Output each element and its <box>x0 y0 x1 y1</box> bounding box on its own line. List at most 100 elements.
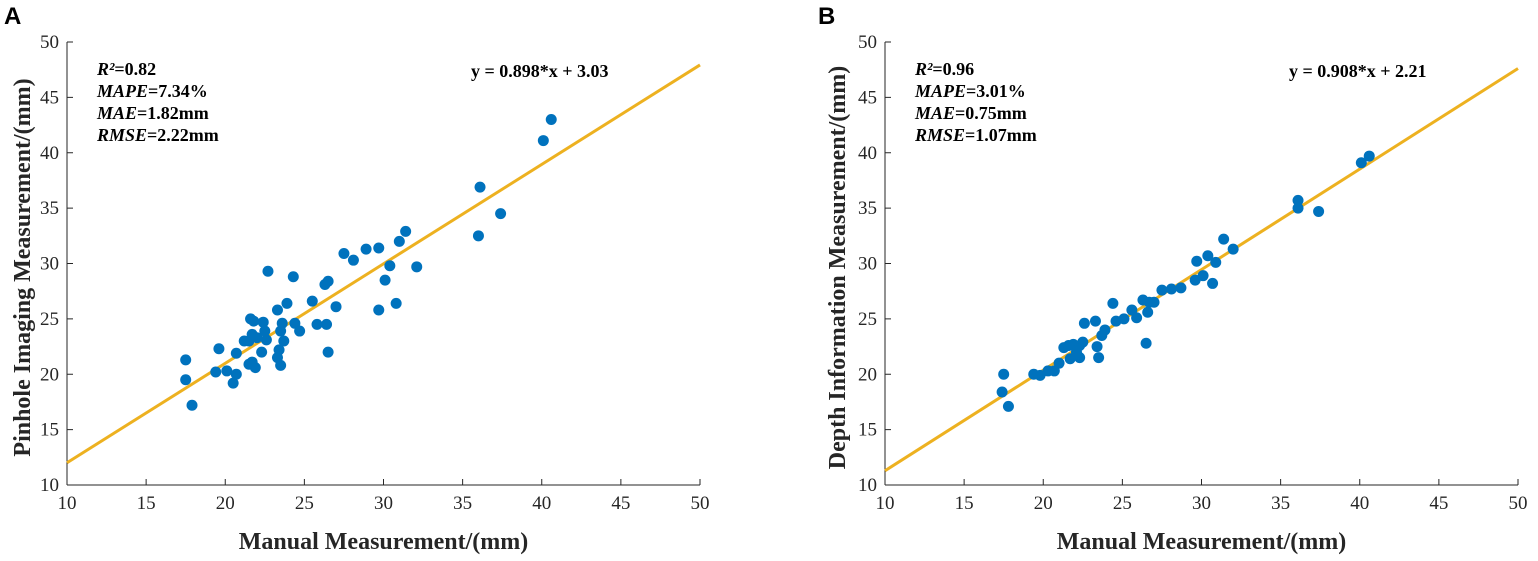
stat-3: RMSE=1.07mm <box>914 125 1037 145</box>
data-point <box>1197 270 1209 282</box>
x-axis-label: Manual Measurement/(mm) <box>1057 529 1347 555</box>
stat-name: MAPE <box>96 81 148 101</box>
data-point <box>1207 277 1219 289</box>
y-tick-label: 50 <box>858 32 877 53</box>
data-point <box>249 362 261 374</box>
data-point <box>311 318 323 330</box>
data-point <box>495 208 507 220</box>
data-point <box>262 265 274 277</box>
stat-3: RMSE=2.22mm <box>96 125 219 145</box>
data-point <box>1142 306 1154 318</box>
data-point <box>347 254 359 266</box>
data-point <box>186 399 198 411</box>
data-point <box>1165 283 1177 295</box>
y-tick-label: 10 <box>40 475 59 496</box>
stat-0: R²=0.96 <box>914 59 974 79</box>
data-point <box>322 275 334 287</box>
stat-2: MAE=1.82mm <box>96 103 209 123</box>
panel-label: B <box>818 3 835 30</box>
stat-value: =2.22mm <box>147 125 219 145</box>
data-point <box>1175 282 1187 294</box>
y-tick-label: 15 <box>40 420 59 441</box>
data-point <box>221 365 233 377</box>
data-point <box>256 346 268 358</box>
data-point <box>400 225 412 237</box>
data-point <box>1053 357 1065 369</box>
data-point <box>1227 243 1239 255</box>
data-point <box>1156 284 1168 296</box>
data-point <box>1210 256 1222 268</box>
data-point <box>998 368 1010 380</box>
x-tick-label: 15 <box>955 493 974 514</box>
fit-equation: y = 0.898*x + 3.03 <box>471 61 609 81</box>
data-point <box>1148 296 1160 308</box>
x-tick-label: 10 <box>58 493 77 514</box>
data-point <box>545 114 557 126</box>
chart-panel-A: A 10 15 20 25 30 35 40 45 50 10 15 20 25 30 35 40 45 50 Man… <box>4 3 710 555</box>
stat-name: RMSE <box>96 125 147 145</box>
data-point <box>1107 297 1119 309</box>
data-point <box>1363 150 1375 162</box>
x-tick-label: 30 <box>1192 493 1211 514</box>
y-tick-label: 35 <box>858 198 877 219</box>
data-point <box>373 304 385 316</box>
x-tick-label: 45 <box>1429 493 1448 514</box>
x-tick-label: 25 <box>295 493 314 514</box>
chart-panel-B: B 10 15 20 25 30 35 40 45 50 10 15 20 25 30 35 40 45 50 Man… <box>818 3 1528 555</box>
data-point <box>322 346 334 358</box>
x-tick-label: 20 <box>216 493 235 514</box>
data-point <box>230 347 242 359</box>
x-tick-label: 25 <box>1113 493 1132 514</box>
stat-name: MAPE <box>914 81 966 101</box>
x-axis-label: Manual Measurement/(mm) <box>239 529 529 555</box>
stat-name: RMSE <box>914 125 965 145</box>
data-point <box>1292 194 1304 206</box>
data-point <box>230 368 242 380</box>
stat-1: MAPE=3.01% <box>914 81 1026 101</box>
stat-value: =0.82 <box>114 59 156 79</box>
x-tick-label: 45 <box>611 493 630 514</box>
x-tick-label: 40 <box>532 493 551 514</box>
fit-equation: y = 0.908*x + 2.21 <box>1289 61 1427 81</box>
data-point <box>271 304 283 316</box>
data-point <box>1131 312 1143 324</box>
data-point <box>180 374 192 386</box>
y-tick-label: 45 <box>40 87 59 108</box>
y-axis-label: Pinhole Imaging Measurement/(mm) <box>10 78 36 456</box>
data-point <box>306 295 318 307</box>
x-tick-label: 20 <box>1034 493 1053 514</box>
y-tick-label: 35 <box>40 198 59 219</box>
stat-2: MAE=0.75mm <box>914 103 1027 123</box>
x-tick-label: 35 <box>1271 493 1290 514</box>
data-point <box>260 334 272 346</box>
stat-name: R² <box>96 59 115 79</box>
data-point <box>1074 352 1086 364</box>
x-tick-label: 40 <box>1350 493 1369 514</box>
stat-1: MAPE=7.34% <box>96 81 208 101</box>
data-point <box>257 316 269 328</box>
data-point <box>1218 233 1230 245</box>
data-point <box>278 335 290 347</box>
data-point <box>248 315 260 327</box>
y-tick-label: 15 <box>858 420 877 441</box>
data-point <box>1292 202 1304 214</box>
data-point <box>360 243 372 255</box>
data-point <box>1140 337 1152 349</box>
data-point <box>273 344 285 356</box>
stat-value: =0.96 <box>932 59 974 79</box>
data-point <box>281 297 293 309</box>
data-point <box>275 359 287 371</box>
stat-name: R² <box>914 59 933 79</box>
data-point <box>1093 352 1105 364</box>
y-tick-label: 20 <box>858 364 877 385</box>
stat-0: R²=0.82 <box>96 59 156 79</box>
stat-value: =7.34% <box>148 81 208 101</box>
stat-value: =1.07mm <box>965 125 1037 145</box>
data-point <box>251 332 263 344</box>
data-point <box>996 386 1008 398</box>
x-tick-label: 10 <box>876 493 895 514</box>
y-tick-label: 40 <box>858 143 877 164</box>
data-point <box>294 325 306 337</box>
